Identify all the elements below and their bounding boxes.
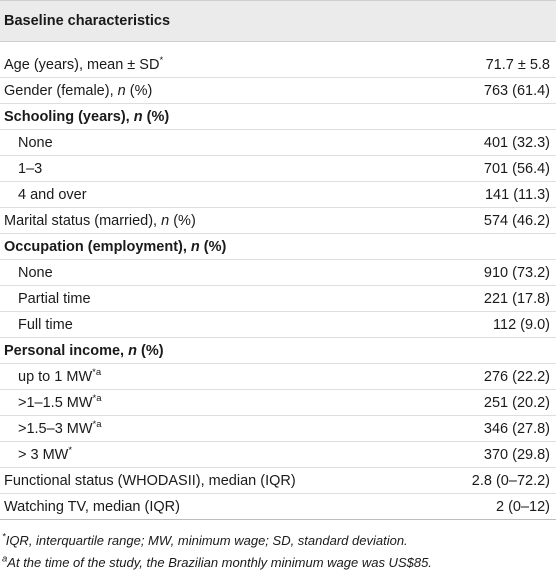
label-sup: * xyxy=(68,444,73,456)
row-value: 112 (9.0) xyxy=(493,316,550,333)
row-label: None xyxy=(18,134,53,151)
row-value: 346 (27.8) xyxy=(483,420,550,437)
table-row: up to 1 MW*a 276 (22.2) xyxy=(0,364,556,390)
table-row: Age (years), mean ± SD* 71.7 ± 5.8 xyxy=(0,52,556,78)
footnote-mark: * xyxy=(2,531,6,543)
row-value: 2.8 (0–72.2) xyxy=(471,472,550,489)
label-text: (%) xyxy=(169,212,196,229)
section-row: Personal income, n (%) xyxy=(0,338,556,364)
row-value: 574 (46.2) xyxy=(483,212,550,229)
label-italic: n xyxy=(190,238,200,255)
label-text: Schooling (years), xyxy=(4,108,134,125)
row-value: 71.7 ± 5.8 xyxy=(485,56,550,73)
row-value: 370 (29.8) xyxy=(483,446,550,463)
row-label: Marital status (married), n (%) xyxy=(4,213,196,229)
table-row: Partial time 221 (17.8) xyxy=(0,286,556,312)
label-italic: n xyxy=(133,108,143,125)
table-row: 4 and over 141 (11.3) xyxy=(0,182,556,208)
table-row: 1–3 701 (56.4) xyxy=(0,156,556,182)
row-label: >1.5–3 MW*a xyxy=(4,418,102,437)
table-row: None 910 (73.2) xyxy=(0,260,556,286)
label-text: >1.5–3 MW xyxy=(18,420,93,437)
label-sup: *a xyxy=(92,392,102,404)
footnote-text: IQR, interquartile range; MW, minimum wa… xyxy=(5,533,408,548)
row-value: 401 (32.3) xyxy=(483,134,550,151)
label-text: Personal income, xyxy=(4,342,129,359)
row-label: Schooling (years), n (%) xyxy=(4,109,169,125)
label-italic: n xyxy=(128,342,137,359)
row-label: Age (years), mean ± SD* xyxy=(4,54,164,73)
label-text: >1–1.5 MW xyxy=(18,394,93,411)
label-text: Marital status (married), xyxy=(4,212,162,229)
table-row: > 3 MW* 370 (29.8) xyxy=(0,442,556,468)
footnote-mark: a xyxy=(2,553,8,565)
row-label: Watching TV, median (IQR) xyxy=(4,498,180,515)
footnote-text: At the time of the study, the Brazilian … xyxy=(7,555,432,570)
table-row: None 401 (32.3) xyxy=(0,130,556,156)
row-label: Personal income, n (%) xyxy=(4,343,164,359)
footnotes: *IQR, interquartile range; MW, minimum w… xyxy=(0,530,556,574)
table-row: Marital status (married), n (%) 574 (46.2… xyxy=(0,208,556,234)
table-row: Gender (female), n (%) 763 (61.4) xyxy=(0,78,556,104)
label-italic: n xyxy=(117,82,126,99)
row-label: None xyxy=(18,264,53,281)
label-text: up to 1 MW xyxy=(18,368,93,385)
section-row: Schooling (years), n (%) xyxy=(0,104,556,130)
row-value: 251 (20.2) xyxy=(483,394,550,411)
table-row: Full time 112 (9.0) xyxy=(0,312,556,338)
header-title: Baseline characteristics xyxy=(4,13,171,29)
label-sup: *a xyxy=(92,366,102,378)
table-row: Functional status (WHODASII), median (IQ… xyxy=(0,468,556,494)
row-label: >1–1.5 MW*a xyxy=(4,392,102,411)
row-value: 910 (73.2) xyxy=(483,264,550,281)
label-sup: * xyxy=(159,54,164,66)
table-row: Watching TV, median (IQR) 2 (0–12) xyxy=(0,494,556,520)
label-sup: *a xyxy=(92,418,102,430)
label-text: Occupation (employment), xyxy=(4,238,191,255)
section-row: Occupation (employment), n (%) xyxy=(0,234,556,260)
table-body: Age (years), mean ± SD* 71.7 ± 5.8 Gender… xyxy=(0,52,556,520)
row-label: 4 and over xyxy=(18,186,87,203)
label-text: (%) xyxy=(136,342,164,359)
row-value: 276 (22.2) xyxy=(483,368,550,385)
footnote: aAt the time of the study, the Brazilian… xyxy=(2,552,556,574)
row-label: Partial time xyxy=(18,290,91,307)
table-row: >1–1.5 MW*a 251 (20.2) xyxy=(0,390,556,416)
table-row: >1.5–3 MW*a 346 (27.8) xyxy=(0,416,556,442)
table-header: Baseline characteristics xyxy=(0,0,556,42)
row-label: up to 1 MW*a xyxy=(4,366,102,385)
label-text: Gender (female), xyxy=(4,82,118,99)
label-text: (%) xyxy=(125,82,153,99)
label-text: (%) xyxy=(142,108,170,125)
label-text: (%) xyxy=(199,238,227,255)
label-text: > 3 MW xyxy=(18,446,69,463)
row-value: 701 (56.4) xyxy=(483,160,550,177)
row-label: Functional status (WHODASII), median (IQ… xyxy=(4,472,296,489)
row-value: 221 (17.8) xyxy=(483,290,550,307)
row-label: Full time xyxy=(18,316,73,333)
footnote: *IQR, interquartile range; MW, minimum w… xyxy=(2,530,556,552)
row-value: 763 (61.4) xyxy=(483,82,550,99)
label-italic: n xyxy=(161,212,170,229)
row-value: 2 (0–12) xyxy=(495,498,550,515)
row-label: 1–3 xyxy=(18,160,43,177)
row-label: > 3 MW* xyxy=(4,444,73,463)
row-value: 141 (11.3) xyxy=(484,186,550,203)
row-label: Gender (female), n (%) xyxy=(4,83,152,99)
row-label: Occupation (employment), n (%) xyxy=(4,239,226,255)
label-text: Age (years), mean ± SD xyxy=(4,56,160,73)
